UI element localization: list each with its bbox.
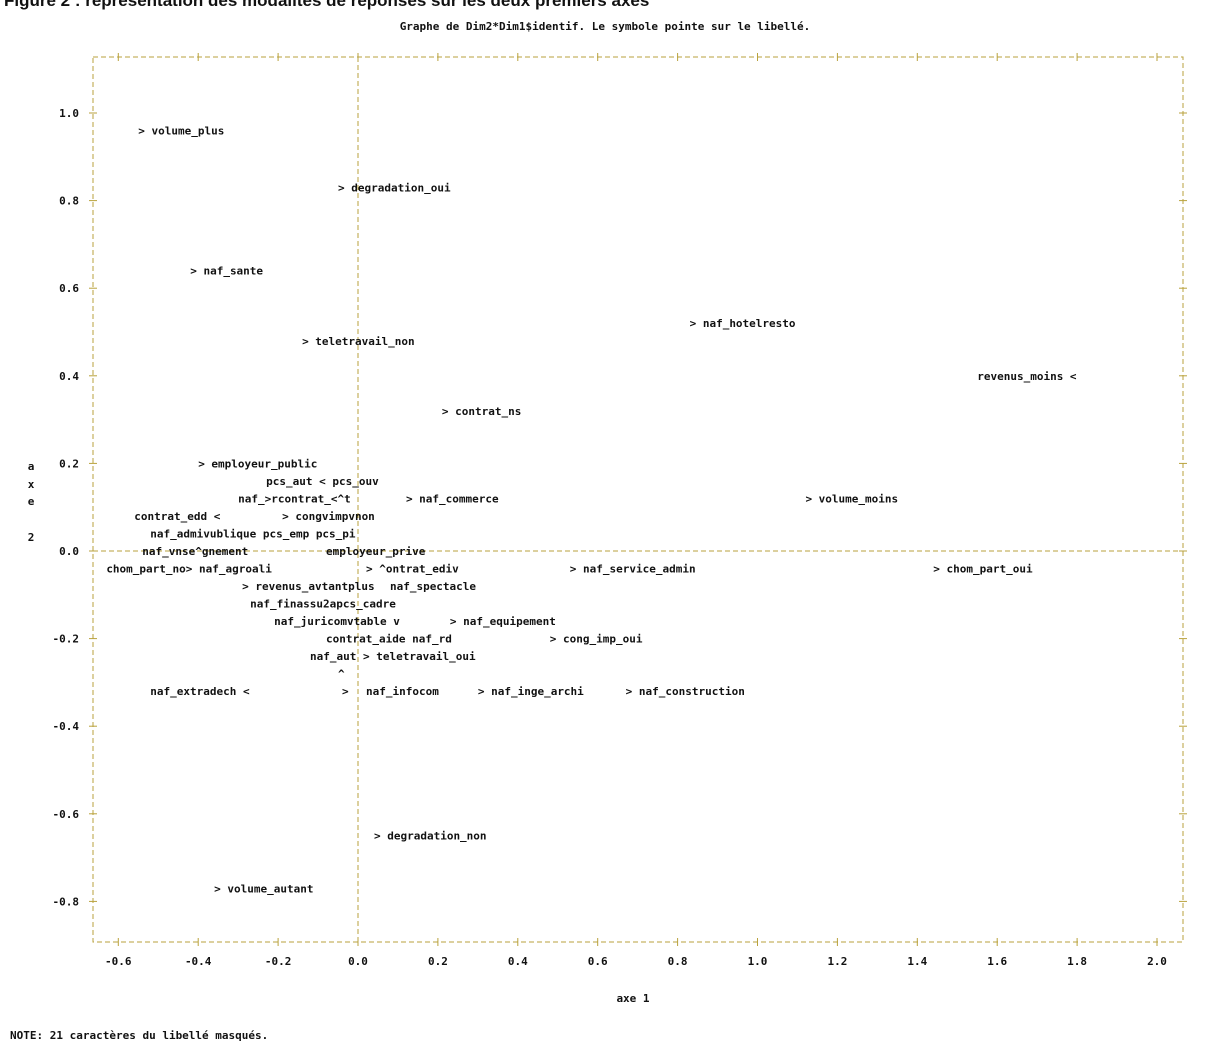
- x-tick-label: 1.4: [907, 955, 927, 968]
- figure-banner-text: Figure 2 : représentation des modalités …: [4, 0, 650, 10]
- y-tick-label: 0.6: [59, 282, 79, 295]
- y-tick-label: 0.8: [59, 195, 79, 208]
- y-axis-label-char: 2: [28, 531, 35, 544]
- x-axis-label: axe 1: [616, 992, 649, 1005]
- y-tick-label: -0.6: [53, 808, 80, 821]
- x-tick-label: -0.2: [265, 955, 292, 968]
- point-label: > naf_commerce: [406, 492, 499, 505]
- x-tick-label: 0.2: [428, 955, 448, 968]
- x-tick-label: 0.4: [508, 955, 528, 968]
- point-label: > volume_autant: [214, 882, 313, 895]
- point-label: > contrat_ns: [442, 405, 521, 418]
- point-label: > naf_equipement: [450, 615, 556, 628]
- y-axis-label-char: x: [28, 478, 35, 491]
- point-label: > ^ontrat_ediv: [366, 563, 459, 576]
- point-label: > chom_part_oui: [933, 563, 1033, 576]
- point-label: naf_vnse^gnement: [142, 545, 248, 558]
- point-label: naf_extradech <: [150, 685, 250, 698]
- point-label: > naf_sante: [190, 265, 263, 278]
- point-label: employeur_prive: [326, 545, 426, 558]
- point-label: > employeur_public: [198, 457, 317, 470]
- point-labels: > volume_plus > degradation_oui > naf_sant…: [106, 125, 1077, 896]
- point-label: naf_spectacle: [390, 580, 476, 593]
- y-tick-label: -0.8: [53, 895, 80, 908]
- point-label: > naf_hotelresto: [690, 317, 796, 330]
- y-axis-ticks: 1.0 0.8 0.6 0.4 0.2 0.0 -0.2 -0.4 -0.6 -0.8: [53, 107, 1187, 908]
- point-label: naf_admivublique pcs_emp pcs_pi: [150, 527, 356, 540]
- point-label: > volume_moins: [805, 492, 898, 505]
- point-label: contrat_edd <: [134, 510, 220, 523]
- x-tick-label: 1.0: [748, 955, 768, 968]
- point-label: > degradation_oui: [338, 181, 451, 194]
- point-label: > cong_imp_oui: [550, 633, 643, 646]
- point-label: chom_part_no> naf_agroali: [106, 563, 272, 576]
- x-tick-label: 1.8: [1067, 955, 1087, 968]
- point-label: > revenus_avtantplus: [242, 580, 374, 593]
- point-label: pcs_aut < pcs_ouv: [266, 475, 379, 488]
- point-label: revenus_moins <: [977, 370, 1077, 383]
- point-label: > naf_inge_archi: [478, 685, 584, 698]
- y-tick-label: -0.4: [53, 720, 80, 733]
- point-label: > congvimpvnon: [282, 510, 375, 523]
- point-label: >: [342, 685, 349, 698]
- point-label: > teletravail_non: [302, 335, 415, 348]
- point-label: ^: [338, 668, 345, 681]
- x-tick-label: -0.6: [105, 955, 132, 968]
- x-tick-label: 1.6: [987, 955, 1007, 968]
- point-label: naf_juricomvtable v: [274, 615, 400, 628]
- point-label: naf_infocom: [366, 685, 439, 698]
- y-axis-label: axe 2: [28, 460, 35, 544]
- x-axis-ticks: -0.6 -0.4 -0.2 0.0 0.2 0.4 0.6 0.8 1.0 1.2 1.4 1.6 1…: [105, 53, 1167, 968]
- point-label: > degradation_non: [374, 830, 487, 843]
- figure-banner: Figure 2 : représentation des modalités …: [0, 0, 1206, 14]
- y-tick-label: 1.0: [59, 107, 79, 120]
- point-label: > volume_plus: [138, 125, 224, 138]
- y-axis-label-char: a: [28, 460, 35, 473]
- point-label: > naf_service_admin: [570, 563, 696, 576]
- y-tick-label: 0.4: [59, 370, 79, 383]
- chart-title: Graphe de Dim2*Dim1$identif. Le symbole …: [400, 20, 811, 33]
- y-axis-label-char: e: [28, 495, 35, 508]
- y-tick-label: 0.2: [59, 457, 79, 470]
- y-tick-label: 0.0: [59, 545, 79, 558]
- footnote: NOTE: 21 caractères du libellé masqués.: [10, 1029, 268, 1042]
- plot-border: [92, 56, 1184, 943]
- point-label: naf_>rcontrat_<^t: [238, 492, 351, 505]
- point-label: naf_finassu2apcs_cadre: [250, 598, 396, 611]
- x-tick-label: 1.2: [827, 955, 847, 968]
- y-tick-label: -0.2: [53, 633, 80, 646]
- x-tick-label: 2.0: [1147, 955, 1167, 968]
- plot-frame: [92, 56, 1184, 943]
- x-tick-label: 0.0: [348, 955, 368, 968]
- x-tick-label: -0.4: [185, 955, 212, 968]
- point-label: naf_aut > teletravail_oui: [310, 650, 476, 663]
- point-label: > naf_construction: [626, 685, 745, 698]
- point-label: contrat_aide naf_rd: [326, 633, 452, 646]
- x-tick-label: 0.6: [588, 955, 608, 968]
- x-tick-label: 0.8: [668, 955, 688, 968]
